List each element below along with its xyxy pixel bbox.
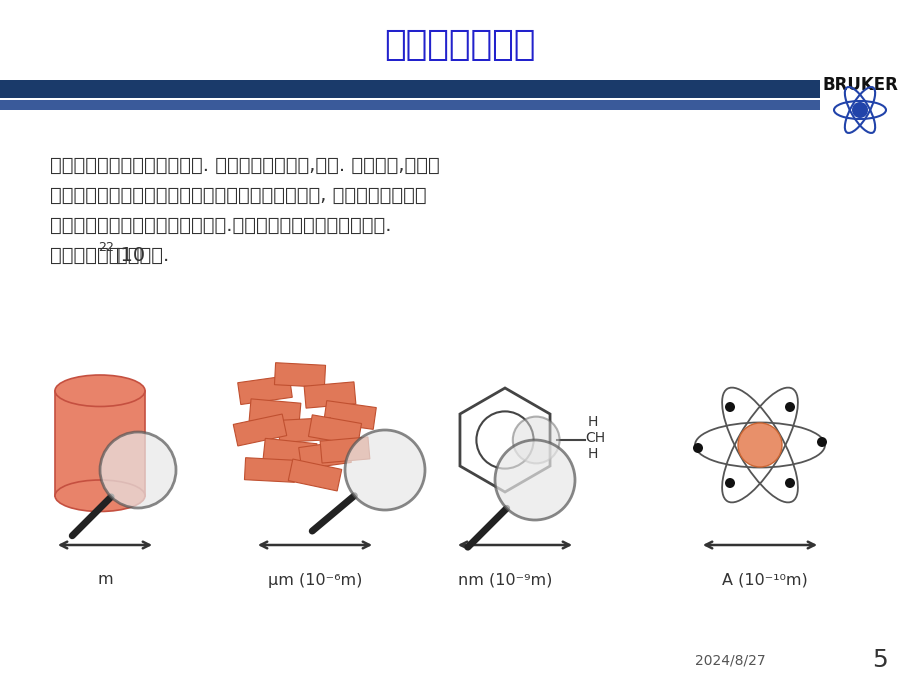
Bar xyxy=(304,382,356,408)
Circle shape xyxy=(724,478,734,488)
Text: H: H xyxy=(587,415,597,429)
Text: 分子组成.: 分子组成. xyxy=(117,246,169,264)
Circle shape xyxy=(851,102,867,118)
Circle shape xyxy=(512,417,559,464)
Bar xyxy=(320,437,369,463)
Bar xyxy=(323,401,376,429)
Text: 质是由大量的微观原子或由大量原子构成的分子组成, 原子又是由质子与: 质是由大量的微观原子或由大量原子构成的分子组成, 原子又是由质子与 xyxy=(50,186,426,204)
Text: m: m xyxy=(97,573,113,587)
Text: 2024/8/27: 2024/8/27 xyxy=(694,653,765,667)
Bar xyxy=(244,457,295,482)
Text: 5: 5 xyxy=(871,648,887,672)
Bar xyxy=(237,375,292,404)
Bar xyxy=(308,415,361,445)
Text: A (10⁻¹⁰m): A (10⁻¹⁰m) xyxy=(721,573,807,587)
Circle shape xyxy=(737,423,781,467)
Bar xyxy=(288,459,341,491)
Bar xyxy=(233,414,287,446)
Text: μm (10⁻⁶m): μm (10⁻⁶m) xyxy=(267,573,362,587)
Text: 一滴水大约由10: 一滴水大约由10 xyxy=(50,246,145,264)
Circle shape xyxy=(692,443,702,453)
Bar xyxy=(0,80,819,98)
Circle shape xyxy=(784,402,794,412)
Ellipse shape xyxy=(55,375,145,406)
Text: 核磁共振研究的材料称为样品. 样品可以处于液态,固态. 众所周知,宏观物: 核磁共振研究的材料称为样品. 样品可以处于液态,固态. 众所周知,宏观物 xyxy=(50,155,439,175)
Text: CH: CH xyxy=(584,431,605,445)
Bar xyxy=(278,417,331,442)
Bar xyxy=(274,363,325,387)
Text: 22: 22 xyxy=(98,241,114,253)
Ellipse shape xyxy=(55,480,145,511)
Text: H: H xyxy=(587,447,597,461)
Bar xyxy=(249,399,301,425)
Bar xyxy=(263,438,317,466)
Text: BRUKER: BRUKER xyxy=(822,76,897,94)
Bar xyxy=(299,441,351,469)
Bar xyxy=(55,391,145,495)
Circle shape xyxy=(100,432,176,508)
Circle shape xyxy=(345,430,425,510)
Circle shape xyxy=(816,437,826,447)
Polygon shape xyxy=(460,388,550,492)
Circle shape xyxy=(784,478,794,488)
Text: 核磁共振：简介: 核磁共振：简介 xyxy=(384,28,535,62)
Bar xyxy=(0,100,819,110)
Text: 中子构成的原子核及核外电子组成.核磁共振研究的对象是原子核.: 中子构成的原子核及核外电子组成.核磁共振研究的对象是原子核. xyxy=(50,215,391,235)
Text: nm (10⁻⁹m): nm (10⁻⁹m) xyxy=(458,573,551,587)
Circle shape xyxy=(494,440,574,520)
Circle shape xyxy=(724,402,734,412)
